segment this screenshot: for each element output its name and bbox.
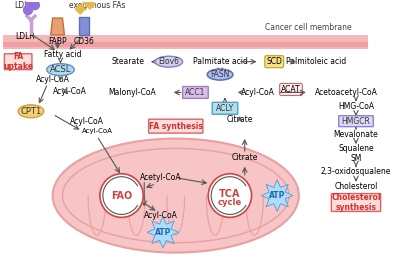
Polygon shape [75, 4, 85, 14]
Text: LDLR: LDLR [15, 32, 35, 41]
Ellipse shape [207, 69, 233, 80]
Text: 2,3-oxidosqualene: 2,3-oxidosqualene [321, 167, 391, 176]
FancyBboxPatch shape [3, 35, 368, 49]
Polygon shape [85, 0, 95, 9]
Text: Cholesterol: Cholesterol [334, 182, 378, 191]
Text: ACLY: ACLY [216, 104, 234, 113]
Text: FAO: FAO [111, 191, 132, 201]
Text: Palmitoleic acid: Palmitoleic acid [286, 57, 347, 66]
Text: HMGCR: HMGCR [342, 117, 370, 126]
Text: FABP: FABP [48, 37, 67, 46]
Text: ACSL: ACSL [50, 65, 71, 74]
Text: Acyl-CoA: Acyl-CoA [240, 88, 274, 97]
Text: Cancer cell membrane: Cancer cell membrane [266, 23, 352, 32]
Polygon shape [147, 216, 179, 248]
Text: Cholesterol
synthesis: Cholesterol synthesis [331, 193, 381, 212]
Text: Citrate: Citrate [226, 115, 253, 124]
Text: Stearate: Stearate [111, 57, 144, 66]
Text: Acyl-CoA: Acyl-CoA [70, 117, 104, 126]
FancyBboxPatch shape [331, 194, 381, 211]
Polygon shape [262, 180, 293, 211]
Text: Elov6: Elov6 [158, 57, 179, 66]
Text: Malonyl-CoA: Malonyl-CoA [108, 88, 156, 97]
Text: Acetyl-CoA: Acetyl-CoA [140, 173, 182, 182]
Circle shape [26, 0, 34, 6]
Text: CPT1: CPT1 [20, 107, 42, 116]
Text: Mevalonate: Mevalonate [334, 130, 378, 139]
Text: LDL: LDL [14, 1, 28, 10]
Ellipse shape [155, 56, 183, 67]
Text: FASN: FASN [210, 70, 230, 79]
Text: Acyl-CoA: Acyl-CoA [82, 128, 112, 134]
Text: SCD: SCD [266, 57, 282, 66]
FancyBboxPatch shape [4, 54, 32, 70]
Circle shape [100, 174, 143, 218]
Text: ATP: ATP [155, 228, 171, 237]
Circle shape [30, 1, 39, 10]
Text: HMG-CoA: HMG-CoA [338, 102, 374, 111]
Text: CD36: CD36 [74, 37, 94, 46]
Ellipse shape [53, 139, 299, 252]
Ellipse shape [18, 105, 44, 118]
Circle shape [208, 174, 252, 218]
Text: Squalene: Squalene [338, 144, 374, 153]
Text: cycle: cycle [218, 198, 242, 207]
Text: Acyl-CoA: Acyl-CoA [144, 211, 178, 220]
Text: FA synthesis: FA synthesis [149, 122, 203, 131]
Circle shape [24, 6, 32, 14]
Polygon shape [79, 17, 89, 35]
FancyBboxPatch shape [339, 116, 373, 127]
Text: TCA: TCA [219, 189, 241, 199]
Text: Acyl-CoA: Acyl-CoA [36, 75, 70, 84]
FancyBboxPatch shape [183, 87, 208, 98]
FancyBboxPatch shape [212, 102, 238, 114]
Ellipse shape [47, 64, 74, 75]
Text: FA
uptake: FA uptake [3, 52, 33, 71]
Text: Citrate: Citrate [232, 153, 258, 162]
Text: ACC1: ACC1 [185, 88, 206, 97]
Polygon shape [80, 0, 90, 4]
Polygon shape [51, 18, 64, 35]
Text: Fatty acid: Fatty acid [44, 50, 81, 59]
FancyBboxPatch shape [149, 119, 203, 133]
Text: ACAT: ACAT [281, 85, 301, 94]
Text: exogenous FAs: exogenous FAs [69, 1, 125, 10]
Text: ATP: ATP [269, 191, 285, 200]
Text: Acyl-CoA: Acyl-CoA [54, 87, 87, 96]
Text: SM: SM [350, 154, 362, 163]
Text: Palmitate acid: Palmitate acid [193, 57, 248, 66]
Text: Acetoacetyl-CoA: Acetoacetyl-CoA [315, 88, 378, 97]
FancyBboxPatch shape [3, 42, 368, 47]
